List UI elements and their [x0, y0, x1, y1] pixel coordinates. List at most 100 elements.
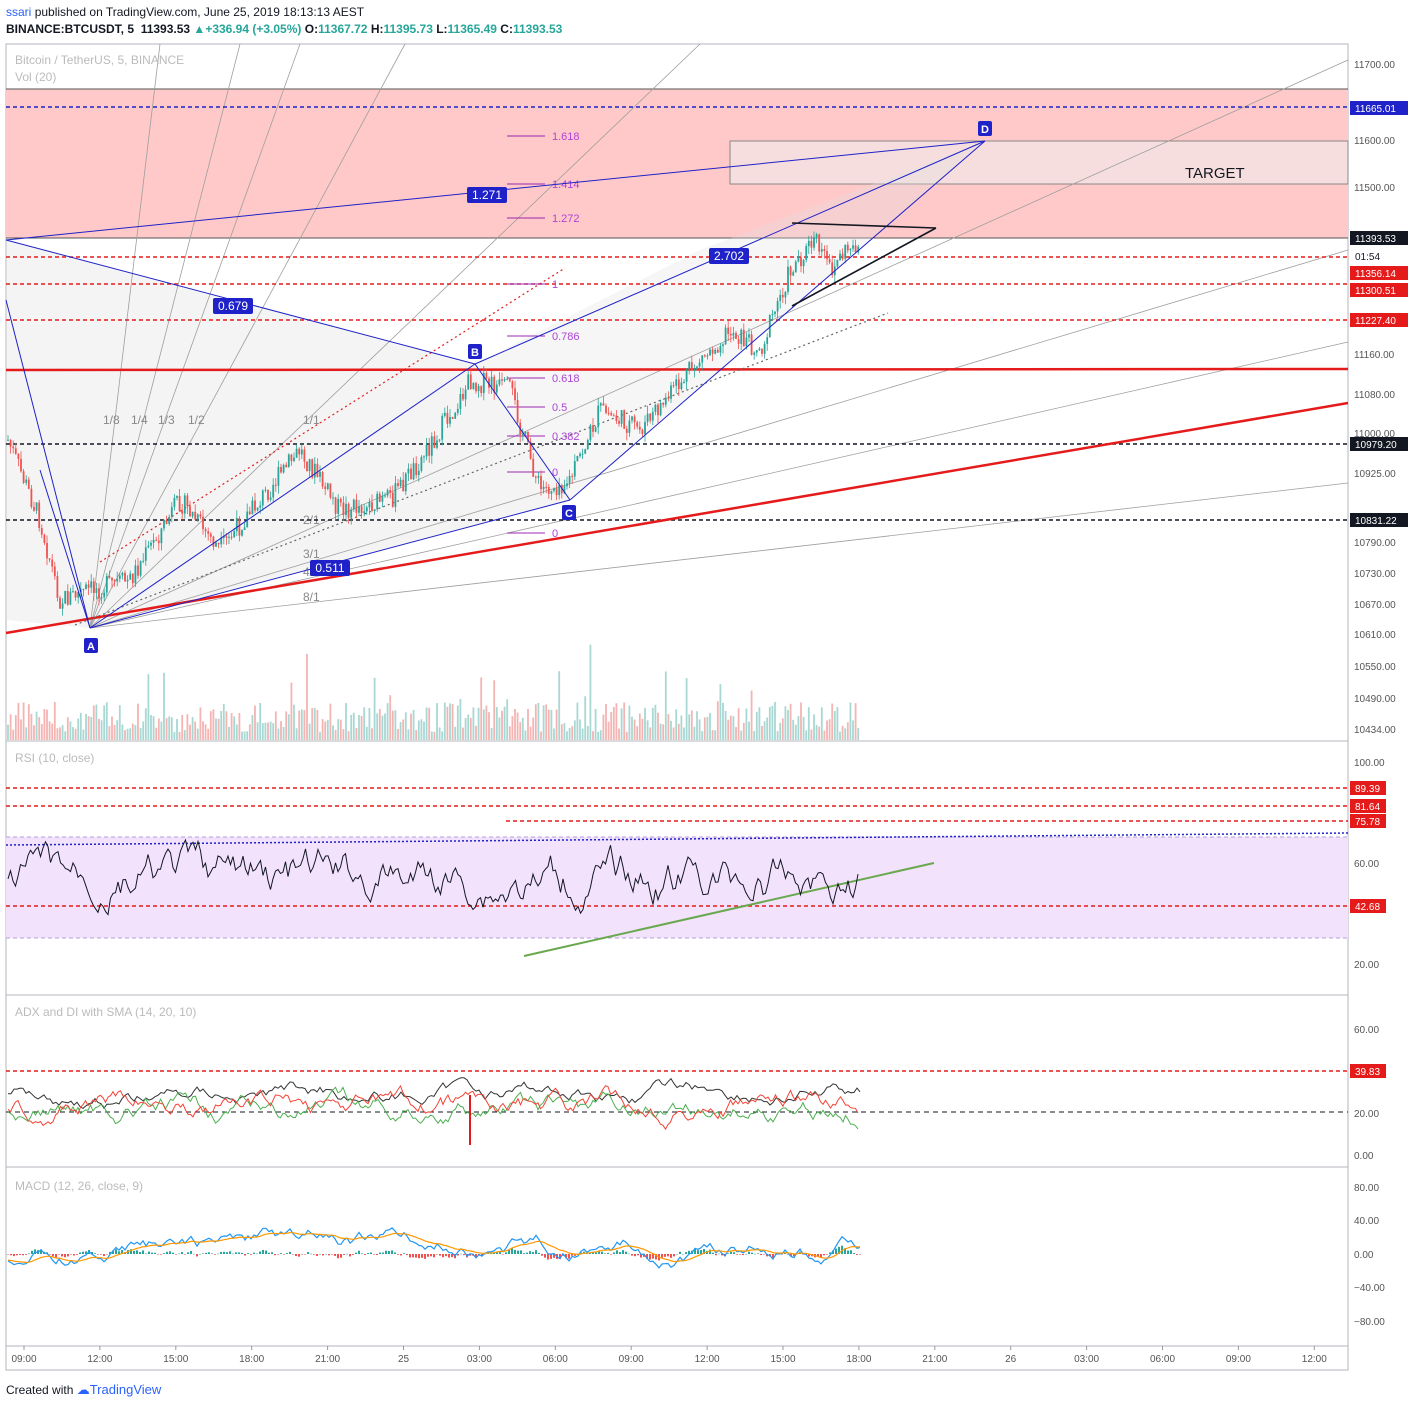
volume-bar: [594, 708, 597, 740]
candle-body: [38, 502, 41, 529]
volume-bar: [51, 723, 54, 740]
candle-body: [641, 429, 644, 434]
volume-bar: [625, 731, 628, 740]
level-label: 89.39: [1355, 784, 1380, 795]
author-name[interactable]: ssari: [6, 5, 32, 19]
volume-bar: [111, 716, 113, 740]
candle-body: [516, 400, 519, 423]
macd-hist-bar: [547, 1254, 549, 1260]
candle-body: [758, 348, 761, 351]
volume-bar: [300, 709, 303, 740]
x-tick-label: 15:00: [770, 1354, 795, 1365]
volume-bar: [61, 725, 64, 740]
volume-bar: [854, 703, 857, 740]
x-tick-label: 21:00: [315, 1354, 340, 1365]
candle-body: [454, 412, 457, 419]
gann-line: [89, 43, 161, 629]
candles[interactable]: [7, 231, 860, 616]
volume-bar: [488, 712, 490, 740]
pattern-leg: [5, 299, 91, 629]
target-box[interactable]: [729, 140, 1349, 185]
candle-body: [168, 516, 171, 524]
volume-bar: [763, 721, 766, 740]
macd-hist-bar: [505, 1252, 507, 1254]
macd-hist-bar: [760, 1254, 762, 1256]
volume-bar: [319, 731, 321, 740]
candle-body: [451, 417, 454, 419]
macd-hist-bar: [190, 1251, 192, 1254]
price-axis[interactable]: 11700.00 11600.00 11500.00 11160.00 11080.00…: [1354, 60, 1396, 1328]
gann-fan[interactable]: [89, 43, 1349, 629]
volume-bar: [672, 727, 675, 740]
candle-body: [212, 536, 215, 547]
volume-bar: [792, 719, 795, 740]
candle-body: [534, 476, 537, 478]
volume-bar: [425, 707, 428, 740]
candle-body: [423, 456, 425, 458]
candle-body: [412, 463, 415, 480]
macd-hist-bar: [187, 1252, 189, 1254]
candle-body: [303, 449, 306, 462]
level-label-bg: [1350, 781, 1386, 795]
candle-body: [732, 332, 735, 336]
volume-bar: [813, 714, 815, 740]
macd-hist-bar: [598, 1251, 600, 1254]
candle-body: [464, 389, 467, 400]
tradingview-brand[interactable]: TradingView: [89, 1382, 162, 1397]
macd-hist-bar: [286, 1253, 288, 1254]
time-axis[interactable]: 09:00 12:00 15:00 18:00 21:00 25 03:00 06:00 09:…: [11, 1346, 1327, 1365]
volume-bar: [659, 723, 662, 740]
volume-bar: [332, 725, 334, 740]
volume-bar: [142, 721, 145, 740]
candle-body: [818, 234, 821, 252]
tradingview-logo-icon[interactable]: ☁: [76, 1382, 90, 1397]
macd-hist-bar: [295, 1254, 297, 1257]
candle-body: [646, 413, 649, 422]
macd-hist-bar: [835, 1248, 837, 1254]
candle-body: [150, 542, 152, 546]
volume-bar: [573, 720, 576, 740]
macd-hist-bar: [361, 1253, 363, 1254]
volume-bar: [732, 716, 735, 740]
macd-hist-bar: [634, 1254, 636, 1257]
low-value: 11365.49: [447, 22, 497, 36]
macd-hist-bar: [430, 1254, 432, 1257]
candle-body: [831, 262, 834, 276]
price-label: 11393.53: [1355, 234, 1396, 245]
candle-body: [807, 240, 810, 247]
ratio-badge: [709, 248, 749, 264]
candle-body: [277, 466, 280, 486]
candle-body: [594, 427, 597, 432]
price-levels[interactable]: [5, 106, 1349, 635]
macd-hist-bar: [664, 1254, 666, 1257]
volume-bar: [846, 722, 849, 740]
candle-body: [108, 575, 111, 578]
volume-bar: [589, 644, 592, 740]
fib-labels: 1.618 1.414 1.272 1 0.786 0.618 0.5 0.38…: [552, 131, 580, 540]
macd-hist-bar: [7, 1254, 9, 1255]
triangle-pattern[interactable]: [791, 222, 937, 307]
candle-body: [144, 547, 147, 561]
price-label-bg: [1350, 283, 1408, 297]
candle-body: [545, 486, 548, 488]
pattern-leg: [569, 140, 986, 501]
candle-body: [116, 578, 119, 582]
volume-bar: [586, 725, 589, 740]
macd-hist-bar: [97, 1254, 99, 1255]
volume-bar: [235, 724, 238, 740]
volume-bar: [857, 728, 860, 740]
candle-body: [69, 591, 72, 605]
macd-hist-bar: [415, 1254, 417, 1258]
ratio-label: 1.271: [472, 188, 502, 202]
last-price: 11393.53: [140, 22, 191, 36]
volume-bar: [53, 701, 56, 740]
candle-body: [126, 579, 129, 582]
volume-bar: [768, 706, 771, 740]
price-label: 11665.01: [1355, 104, 1396, 115]
volume-bar: [714, 730, 717, 740]
volume-bar: [831, 703, 834, 740]
volume-bar: [25, 727, 28, 740]
volume-bar: [469, 718, 472, 740]
x-tick-label: 03:00: [1074, 1354, 1099, 1365]
